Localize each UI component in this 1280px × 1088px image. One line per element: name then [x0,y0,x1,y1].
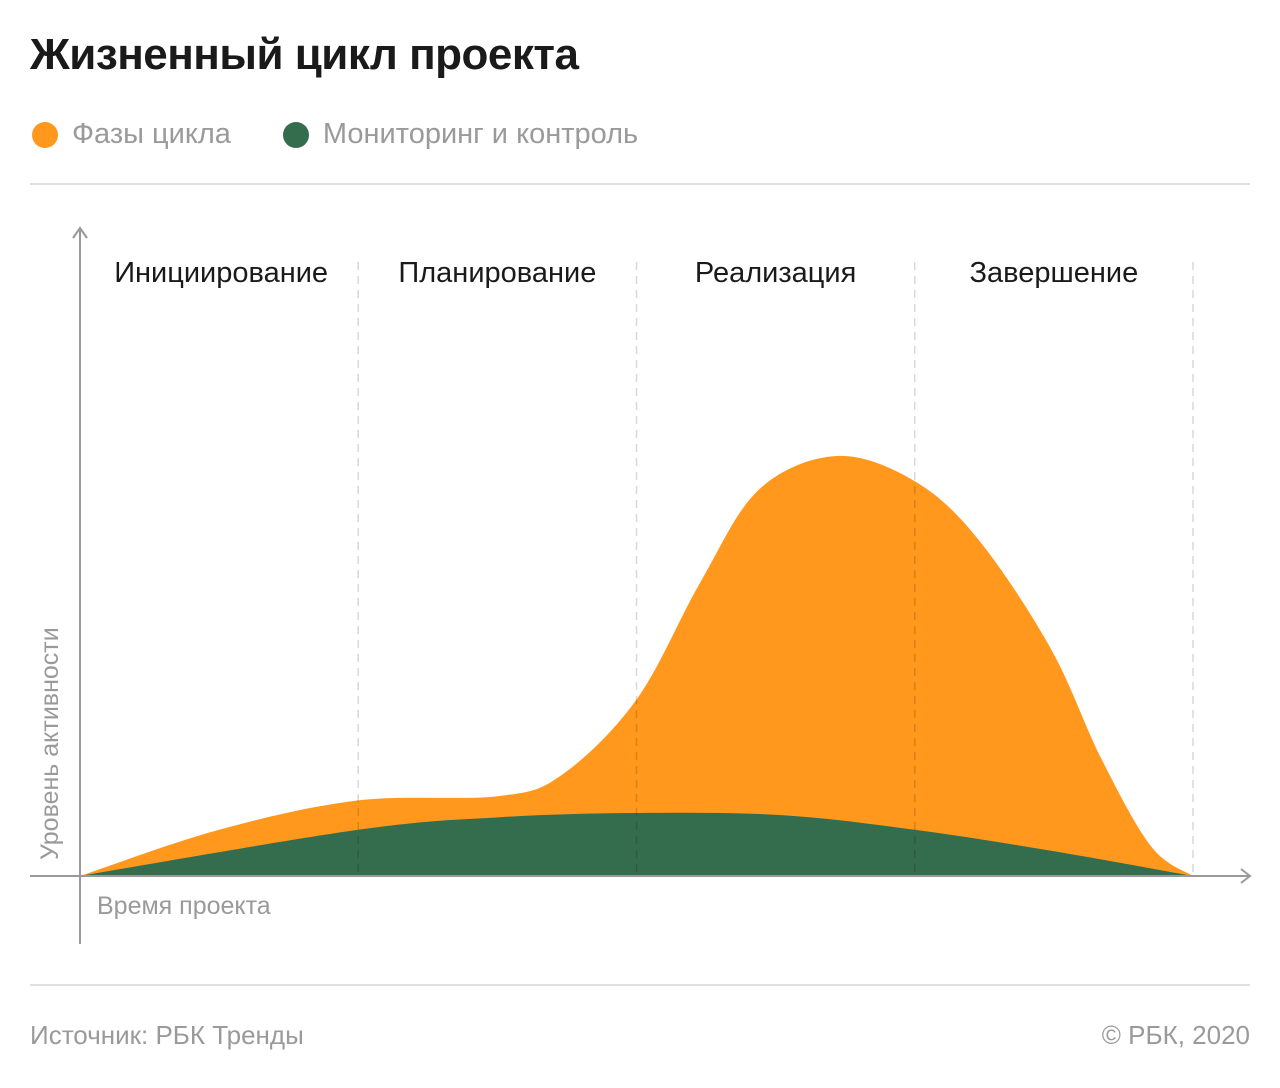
legend-item-monitoring: Мониторинг и контроль [282,118,639,151]
legend: Фазы цикла Мониторинг и контроль [32,118,690,151]
legend-label: Фазы цикла [72,118,231,150]
y-axis-label: Уровень активности [36,627,64,860]
area-phases [80,455,1193,876]
area-monitoring [80,812,1193,876]
phase-label: Реализация [695,257,856,289]
copyright: © РБК, 2020 [1101,1020,1250,1050]
chart-title: Жизненный цикл проекта [30,30,579,79]
x-axis-arrow-icon [1240,868,1252,884]
divider-top [30,183,1250,185]
x-axis-label: Время проекта [97,892,271,920]
y-axis-arrow-icon [72,226,88,239]
legend-label: Мониторинг и контроль [322,118,639,150]
legend-item-phases: Фазы цикла [32,118,231,151]
phase-label: Планирование [398,257,596,289]
legend-swatch-green [282,121,309,148]
phase-label: Инициирование [114,257,328,289]
legend-swatch-orange [32,121,58,148]
phase-label: Завершение [970,257,1139,289]
source-note: Источник: РБК Тренды [30,1020,304,1050]
divider-bottom [30,984,1250,986]
